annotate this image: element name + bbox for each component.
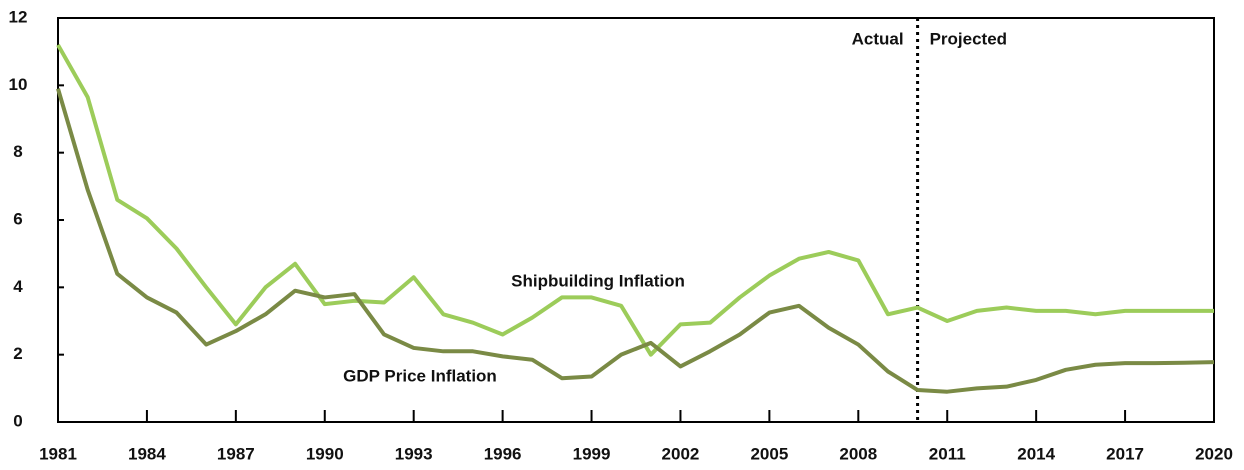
y-tick-label: 10	[9, 75, 28, 94]
series-label: Shipbuilding Inflation	[511, 271, 685, 290]
series-line	[56, 88, 1215, 394]
x-tick-label: 1990	[306, 444, 344, 463]
x-tick-label: 2017	[1106, 444, 1144, 463]
x-tick-label: 1981	[39, 444, 77, 463]
annotation: Projected	[930, 29, 1007, 48]
y-tick-label: 0	[13, 411, 22, 430]
x-tick-label: 1987	[217, 444, 255, 463]
x-tick-label: 1984	[128, 444, 166, 463]
x-tick-label: 2008	[839, 444, 877, 463]
x-tick-label: 1993	[395, 444, 433, 463]
y-tick-label: 4	[13, 277, 23, 296]
x-tick-label: 2011	[929, 444, 966, 463]
x-tick-label: 1999	[573, 444, 611, 463]
y-tick-label: 8	[13, 142, 22, 161]
annotation: Actual	[852, 29, 904, 48]
series-label: GDP Price Inflation	[343, 366, 497, 385]
series-line	[56, 43, 1214, 357]
y-tick-label: 2	[13, 344, 22, 363]
x-tick-label: 2014	[1017, 444, 1055, 463]
x-tick-label: 2005	[750, 444, 788, 463]
x-tick-label: 2020	[1195, 444, 1233, 463]
y-tick-label: 6	[13, 209, 22, 228]
plot-frame	[57, 17, 1215, 423]
x-tick-label: 2002	[662, 444, 700, 463]
x-tick-label: 1996	[484, 444, 522, 463]
y-tick-label: 12	[9, 7, 28, 26]
